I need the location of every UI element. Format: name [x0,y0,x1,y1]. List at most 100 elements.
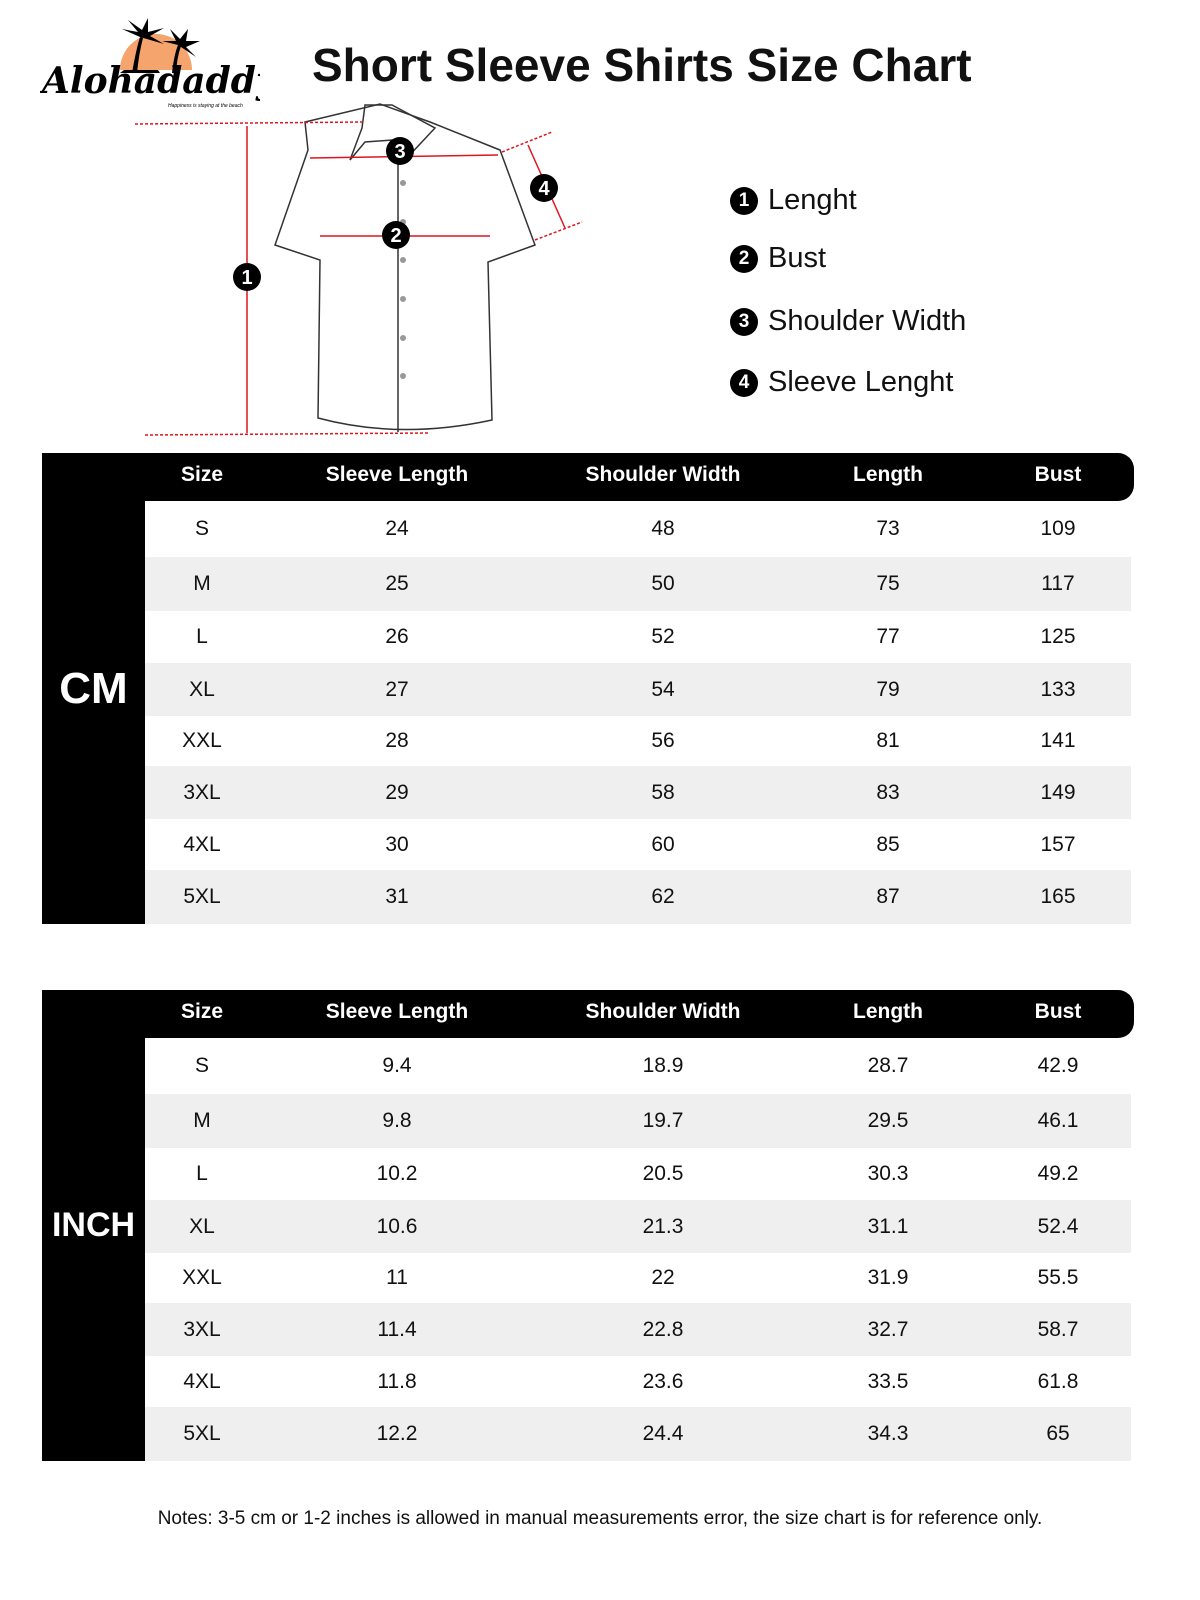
table-cell: 79 [876,677,900,701]
table-cell: M [193,1109,211,1132]
marker-3: 3 [394,141,405,163]
table-row: 5XL 12.2 24.4 34.3 65 [145,1407,1131,1461]
table-cell: 141 [1040,729,1076,752]
table-cell: 9.4 [382,1054,412,1077]
table-cell: 4XL [183,1369,221,1393]
size-table-cm: CM Size Sleeve Length Shoulder Width Length B… [42,453,1134,924]
column-header: Shoulder Width [585,1000,741,1023]
table-cell: 58 [651,780,675,804]
table-cell: 24 [385,517,409,540]
table-cell: 77 [876,625,900,648]
size-table-inch: INCH Size Sleeve Length Shoulder Width Lengt… [42,990,1134,1461]
table-cell: 117 [1041,572,1075,595]
table-cell: 9.8 [382,1109,412,1132]
table-row: 4XL 11.8 23.6 33.5 61.8 [145,1356,1131,1407]
number-3-icon: 3 [730,307,758,336]
table-cell: 60 [651,832,675,856]
table-cell: 52 [651,625,675,648]
table-cell: 22 [651,1266,675,1289]
column-header: Length [853,1000,923,1023]
table-cell: 11.4 [377,1317,417,1341]
column-header: Sleeve Length [325,1000,469,1023]
table-cell: 19.7 [642,1109,684,1132]
table-cell: 61.8 [1037,1369,1079,1393]
table-cell: 46.1 [1037,1109,1079,1132]
page-title: Short Sleeve Shirts Size Chart [312,39,972,91]
table-cell: 33.5 [867,1369,909,1393]
column-header: Length [853,463,923,486]
table-cell: 62 [651,885,675,908]
table-cell: 24.4 [642,1422,684,1445]
table-row: L 26 52 77 125 [145,611,1131,663]
number-4-icon: 4 [730,368,758,397]
column-header: Shoulder Width [585,463,741,486]
unit-label: CM [42,453,145,924]
table-cell: XL [189,1214,215,1238]
table-cell: 58.7 [1037,1317,1079,1341]
column-header: Bust [1034,1000,1082,1023]
shirt-diagram: 1 2 3 4 [134,103,583,436]
legend-label: Shoulder Width [768,305,967,337]
table-cell: 12.2 [376,1422,418,1445]
legend-item-bust: 2 Bust [730,242,826,275]
table-cell: 42.9 [1037,1054,1079,1077]
table-cell: XXL [182,729,222,752]
table-cell: 30.3 [867,1162,909,1185]
column-header: Bust [1034,463,1082,486]
table-cell: 5XL [183,885,221,908]
table-row: XXL 28 56 81 141 [145,716,1131,766]
table-cell: 26 [385,625,409,648]
table-cell: 54 [651,677,675,701]
table-cell: L [196,1162,208,1185]
table-cell: 73 [876,517,900,540]
table-cell: 5XL [183,1422,221,1445]
table-cell: 109 [1040,517,1076,540]
notes: Notes: 3-5 cm or 1-2 inches is allowed i… [157,1508,1043,1529]
table-cell: 28 [385,729,409,752]
table-cell: 18.9 [642,1054,684,1077]
table-cell: S [194,517,210,540]
table-cell: 34.3 [867,1422,909,1445]
brand-tagline: Happiness is staying at the beach [168,103,243,109]
table-cell: 157 [1040,832,1076,856]
table-row: S 9.4 18.9 28.7 42.9 [145,1038,1131,1094]
table-cell: 133 [1040,677,1076,701]
table-cell: 31.1 [867,1214,909,1238]
brand-name: Alohadaddy [40,60,260,102]
table-cell: 165 [1040,885,1076,908]
table-cell: 10.6 [376,1214,418,1238]
table-cell: L [196,625,208,648]
table-cell: 29.5 [867,1109,909,1132]
number-2-icon: 2 [730,244,758,273]
table-cell: XL [189,677,215,701]
table-cell: 83 [876,780,900,804]
table-row: 4XL 30 60 85 157 [145,819,1131,870]
marker-2: 2 [390,225,401,247]
number-1-icon: 1 [730,186,758,215]
column-header: Sleeve Length [325,463,469,486]
table-cell: 30 [385,832,409,856]
table-cell: 10.2 [376,1162,418,1185]
table-cell: 32.7 [867,1317,909,1341]
table-cell: 22.8 [642,1317,684,1341]
table-cell: 11 [386,1266,408,1289]
table-header: Size Sleeve Length Shoulder Width Length Bus… [42,990,1134,1038]
legend-item-sleeve: 4 Sleeve Lenght [730,366,953,399]
table-row: XXL 11 22 31.9 55.5 [145,1253,1131,1303]
table-cell: S [194,1054,210,1077]
table-cell: 20.5 [642,1162,684,1185]
table-cell: 85 [876,832,900,856]
table-row: XL 10.6 21.3 31.1 52.4 [145,1200,1131,1253]
marker-1: 1 [241,267,252,289]
table-cell: 31 [385,885,409,908]
column-header: Size [180,463,224,486]
table-cell: 55.5 [1037,1266,1079,1289]
table-cell: 87 [876,885,900,908]
table-cell: 149 [1040,780,1076,804]
table-row: M 25 50 75 117 [145,557,1131,611]
table-cell: 52.4 [1037,1214,1079,1238]
table-row: M 9.8 19.7 29.5 46.1 [145,1094,1131,1148]
table-cell: 56 [651,729,675,752]
table-header: Size Sleeve Length Shoulder Width Length Bus… [42,453,1134,501]
table-cell: 29 [385,780,409,804]
